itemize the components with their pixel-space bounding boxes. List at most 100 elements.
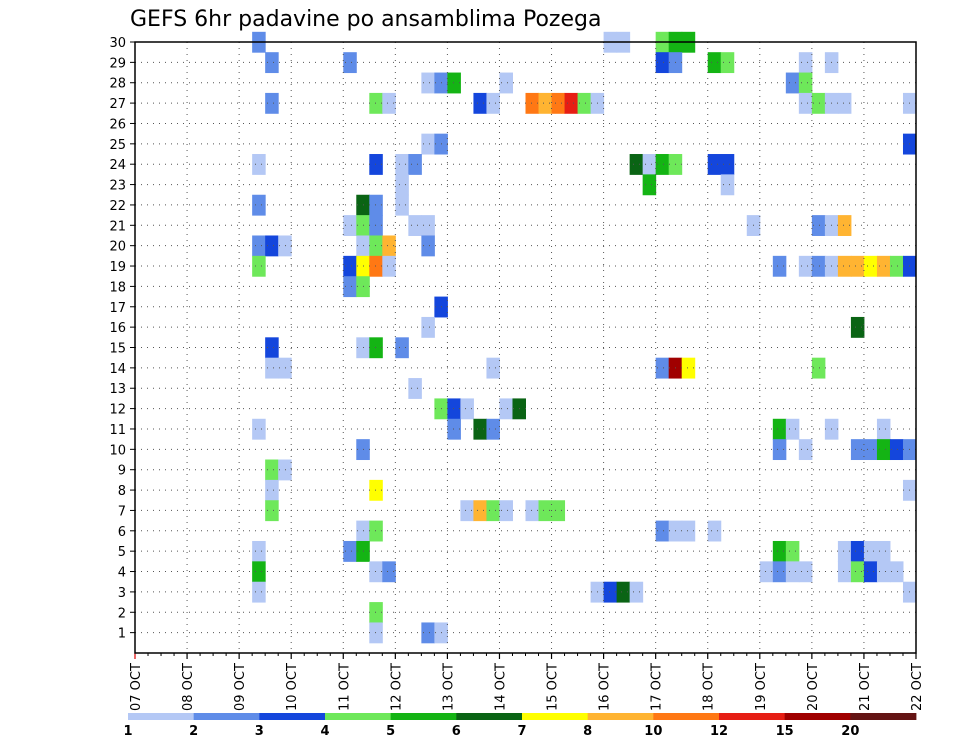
precip-cell (811, 92, 826, 114)
y-tick-label: 22 (109, 199, 126, 214)
precip-cell (278, 235, 292, 257)
precip-cell (876, 439, 891, 461)
precip-cell (343, 255, 357, 277)
colorbar-swatch (325, 713, 392, 720)
precip-cell (616, 581, 631, 603)
precip-cell (707, 520, 722, 542)
precip-cell (421, 235, 435, 257)
precip-cell (707, 52, 722, 74)
x-tick-label: 14 OCT (493, 663, 508, 711)
precip-cell (837, 540, 852, 562)
precip-cell (486, 357, 500, 379)
y-tick-label: 30 (109, 36, 126, 51)
precip-cell (369, 235, 383, 257)
precip-cell (811, 255, 826, 277)
colorbar-label: 10 (644, 724, 662, 739)
colorbar-swatch (522, 713, 589, 720)
precip-cell (343, 540, 357, 562)
y-tick-label: 29 (109, 56, 126, 71)
precip-cell (408, 378, 422, 399)
precip-cell (369, 602, 383, 623)
precip-cell (265, 337, 279, 359)
precip-cell (603, 581, 618, 603)
precip-cell (252, 154, 266, 175)
precip-cell (382, 92, 396, 114)
precip-cell (785, 418, 800, 440)
precip-cell (252, 255, 266, 277)
y-tick-label: 12 (109, 403, 126, 418)
precip-cell (421, 72, 435, 94)
precip-cell (265, 500, 279, 522)
precip-cell (369, 154, 383, 175)
precip-cell (499, 72, 513, 94)
precip-cell (850, 540, 865, 562)
y-tick-label: 21 (109, 219, 126, 234)
precip-cell (798, 92, 813, 114)
y-tick-label: 17 (109, 301, 126, 316)
precip-cell (798, 561, 813, 583)
y-tick-label: 16 (109, 321, 126, 336)
y-axis-members: 1234567891011121314151617181920212223242… (109, 36, 135, 642)
plot-frame (134, 41, 917, 654)
precip-cell (395, 337, 409, 359)
colorbar-swatch (653, 713, 720, 720)
colorbar-swatch (850, 713, 917, 720)
y-tick-label: 6 (118, 525, 126, 540)
precip-cell (421, 133, 435, 155)
colorbar-label: 5 (386, 724, 395, 739)
precip-cell (538, 92, 553, 114)
precip-cell (655, 357, 670, 379)
x-axis-dates: 07 OCT 08 OCT 09 OCT 10 OCT 11 OCT 12 OCT 13 O… (129, 653, 925, 711)
precip-cell (265, 357, 279, 379)
colorbar-label: 8 (583, 724, 592, 739)
precip-cell (265, 92, 279, 114)
precip-cell (421, 215, 435, 236)
y-tick-label: 3 (118, 586, 126, 601)
colorbar-swatch (456, 713, 523, 720)
x-tick-label: 08 OCT (181, 663, 196, 711)
precip-cell (408, 215, 422, 236)
colorbar-label: 3 (255, 724, 264, 739)
precip-cell (798, 72, 813, 94)
precip-cell (629, 581, 644, 603)
precip-cell (863, 561, 878, 583)
y-tick-label: 4 (118, 566, 126, 581)
precip-cell (889, 561, 904, 583)
precip-cell (408, 154, 422, 175)
precip-cell (876, 540, 891, 562)
precip-cell (369, 337, 383, 359)
precip-cell (369, 479, 383, 501)
precip-cell (655, 52, 670, 74)
precip-cell (837, 561, 852, 583)
colorbar-swatch (193, 713, 260, 720)
y-tick-label: 2 (118, 606, 126, 621)
precip-cell (772, 418, 787, 440)
precip-cell (798, 439, 813, 461)
precip-cell (447, 72, 461, 94)
precip-cell (863, 255, 878, 277)
x-tick-label: 13 OCT (441, 663, 456, 711)
precip-cell (486, 500, 500, 522)
dotted-grid (135, 41, 916, 653)
x-tick-label: 22 OCT (910, 663, 925, 711)
chart-title: GEFS 6hr padavine po ansamblima Pozega (130, 7, 601, 32)
precip-cell (382, 561, 396, 583)
precip-cell (772, 561, 787, 583)
x-tick-label: 11 OCT (337, 663, 352, 711)
precip-cell (265, 459, 279, 481)
y-tick-label: 14 (109, 362, 126, 377)
precip-cell (252, 418, 266, 440)
precip-cell (265, 235, 279, 257)
precip-cell (655, 154, 670, 175)
precip-cell (252, 561, 266, 583)
precip-cell (772, 439, 787, 461)
colorbar-swatch (784, 713, 851, 720)
colorbar-swatch (259, 713, 326, 720)
precip-cell (551, 500, 566, 522)
colorbar-label: 12 (710, 724, 728, 739)
precip-cell (343, 276, 357, 298)
precip-cell (837, 215, 852, 236)
precip-cell (863, 439, 878, 461)
precip-cell (369, 520, 383, 542)
